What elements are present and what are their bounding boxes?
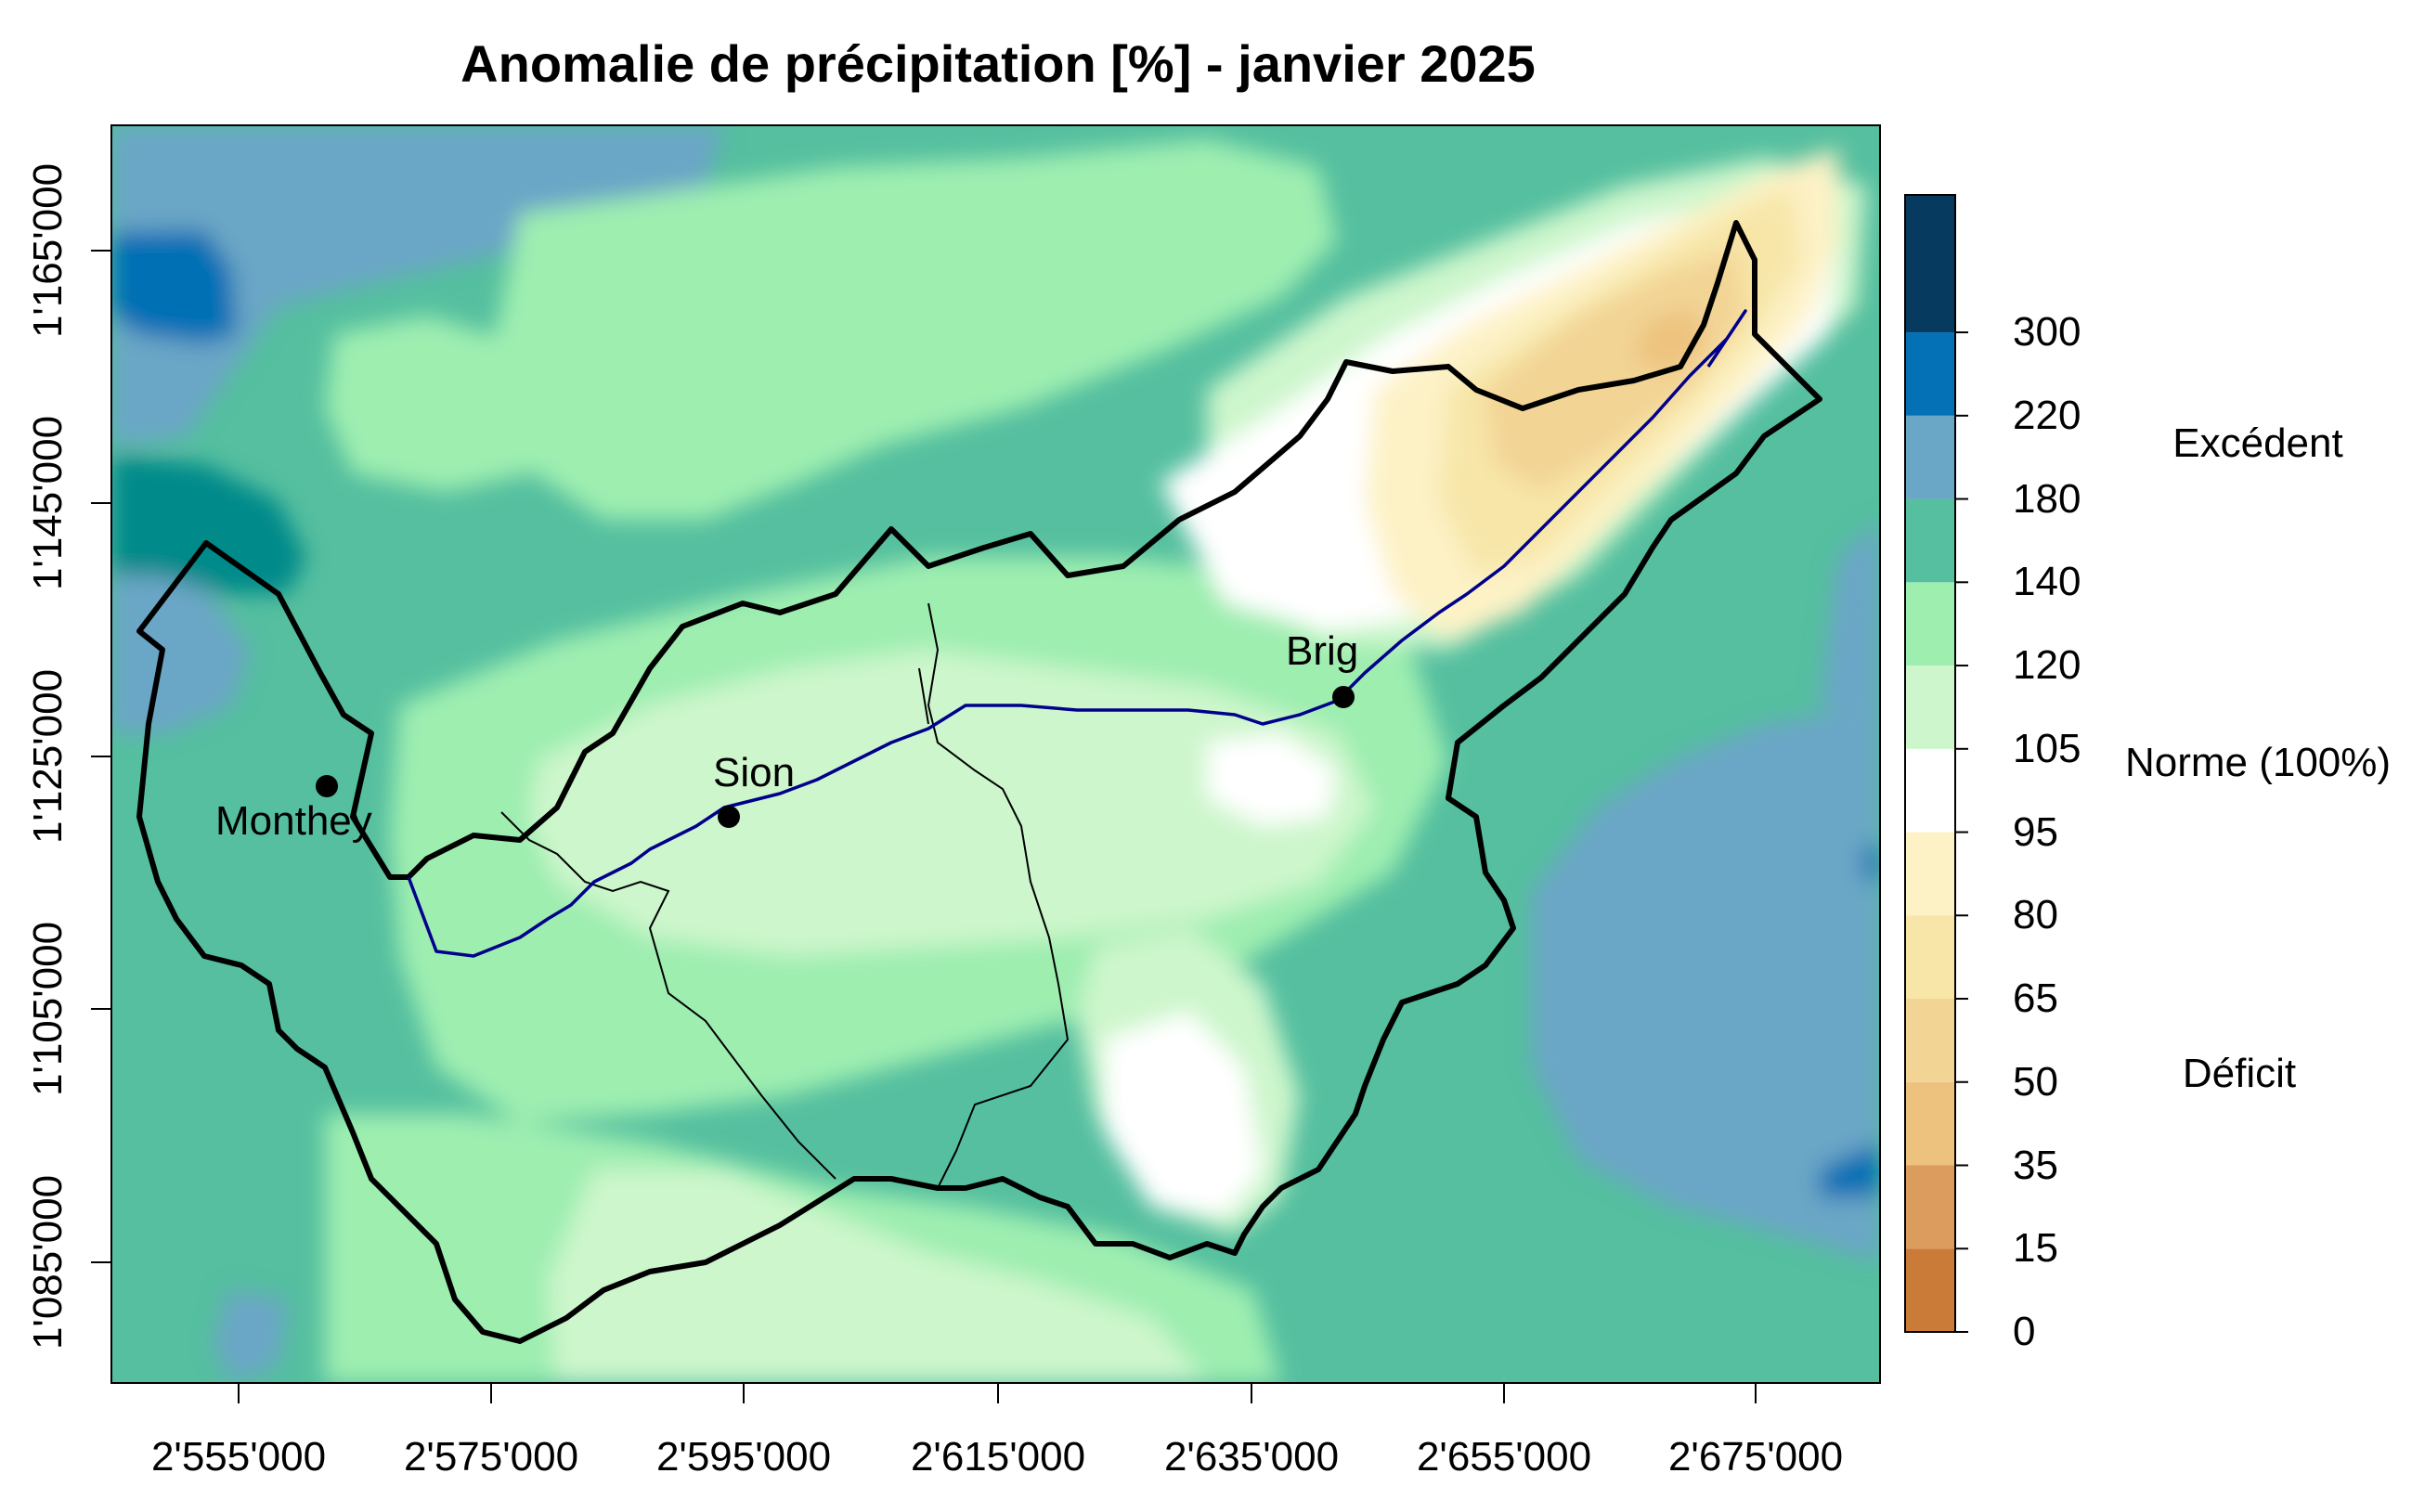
colorbar-tick-label: 80 (2013, 892, 2058, 938)
colorbar-band (1905, 1248, 1955, 1332)
sub-catchment-divider (918, 667, 929, 725)
city-label-brig: Brig (1286, 628, 1359, 674)
colorbar-band (1905, 1081, 1955, 1166)
region-pale-south (548, 1170, 1207, 1383)
colorbar-band (1905, 415, 1955, 499)
colorbar-tick-label: 140 (2013, 559, 2081, 605)
region-excess-southwest (214, 1290, 288, 1383)
x-tick-label: 2'615'000 (910, 1434, 1086, 1480)
x-tick-label: 2'675'000 (1667, 1434, 1844, 1480)
colorbar-band (1905, 748, 1955, 833)
colorbar-band (1905, 582, 1955, 666)
region-excess-east-upper (1820, 520, 1880, 724)
monthey-point (316, 775, 338, 797)
colorbar-band (1905, 999, 1955, 1082)
colorbar-tick-label: 300 (2013, 309, 2081, 355)
y-tick-label: 1'085'000 (25, 1174, 71, 1350)
colorbar-tick-label: 220 (2013, 392, 2081, 438)
colorbar-band (1905, 915, 1955, 1000)
colorbar-band (1905, 498, 1955, 583)
colorbar (1905, 195, 1968, 1333)
colorbar-tick-label: 95 (2013, 808, 2058, 855)
region-excess-east (1532, 705, 1880, 1262)
region-excess-west (111, 538, 251, 733)
region-very-high-west (111, 455, 306, 594)
region-normal-center (1207, 733, 1337, 826)
colorbar-band (1905, 1165, 1955, 1249)
region-excess-northwest (111, 125, 724, 446)
colorbar-band (1905, 832, 1955, 916)
y-tick-label: 1'105'000 (25, 921, 71, 1097)
region-normal-south (1105, 1012, 1263, 1216)
city-label-sion: Sion (713, 750, 796, 795)
map-title: Anomalie de précipitation [%] - janvier … (460, 34, 1536, 93)
colorbar-tick-label: 120 (2013, 642, 2081, 689)
sub-catchment-west (500, 811, 836, 1180)
sub-catchment-center (927, 602, 1070, 1189)
region-high-excess-east-small (1861, 845, 1880, 882)
catchment-outline (136, 220, 1822, 1344)
colorbar-frame (1904, 194, 1956, 1333)
label-normal: Norme (100%) (2124, 740, 2392, 785)
x-axis (238, 1383, 1757, 1403)
sion-point (718, 806, 740, 828)
city-label-monthey: Monthey (215, 798, 372, 844)
region-moderate-north (483, 139, 1337, 520)
x-tick-label: 2'555'000 (150, 1434, 327, 1480)
x-tick-label: 2'655'000 (1416, 1434, 1592, 1480)
catchment-boundaries (136, 220, 1822, 1344)
rhone-river (407, 309, 1747, 958)
colorbar-tick-label: 105 (2013, 725, 2081, 771)
colorbar-band (1905, 195, 1955, 333)
y-tick-label: 1'125'000 (25, 668, 71, 845)
colorbar-tick-label: 50 (2013, 1058, 2058, 1105)
colorbar-tick-label: 15 (2013, 1225, 2058, 1272)
region-pale-center (529, 650, 1374, 956)
region-moderate-northwest (325, 316, 557, 492)
label-deficit: Déficit (2182, 1051, 2297, 1096)
y-axis (91, 250, 111, 1263)
x-tick-label: 2'575'000 (403, 1434, 579, 1480)
y-tick-label: 1'145'000 (25, 415, 71, 591)
y-tick-label: 1'165'000 (25, 162, 71, 339)
colorbar-tick-label: 65 (2013, 976, 2058, 1022)
x-tick-label: 2'595'000 (655, 1434, 832, 1480)
label-excess: Excédent (2172, 420, 2343, 466)
region-high-excess-northwest (111, 230, 237, 343)
colorbar-band (1905, 666, 1955, 749)
colorbar-tick-label: 35 (2013, 1142, 2058, 1188)
anomaly-raster (111, 125, 1880, 1383)
region-high-excess-east (1820, 1142, 1880, 1197)
colorbar-band (1905, 332, 1955, 416)
x-tick-label: 2'635'000 (1163, 1434, 1340, 1480)
colorbar-tick-label: 0 (2013, 1309, 2036, 1354)
map-frame (110, 124, 1881, 1384)
colorbar-tick-label: 180 (2013, 475, 2081, 522)
brig-point (1332, 686, 1355, 708)
